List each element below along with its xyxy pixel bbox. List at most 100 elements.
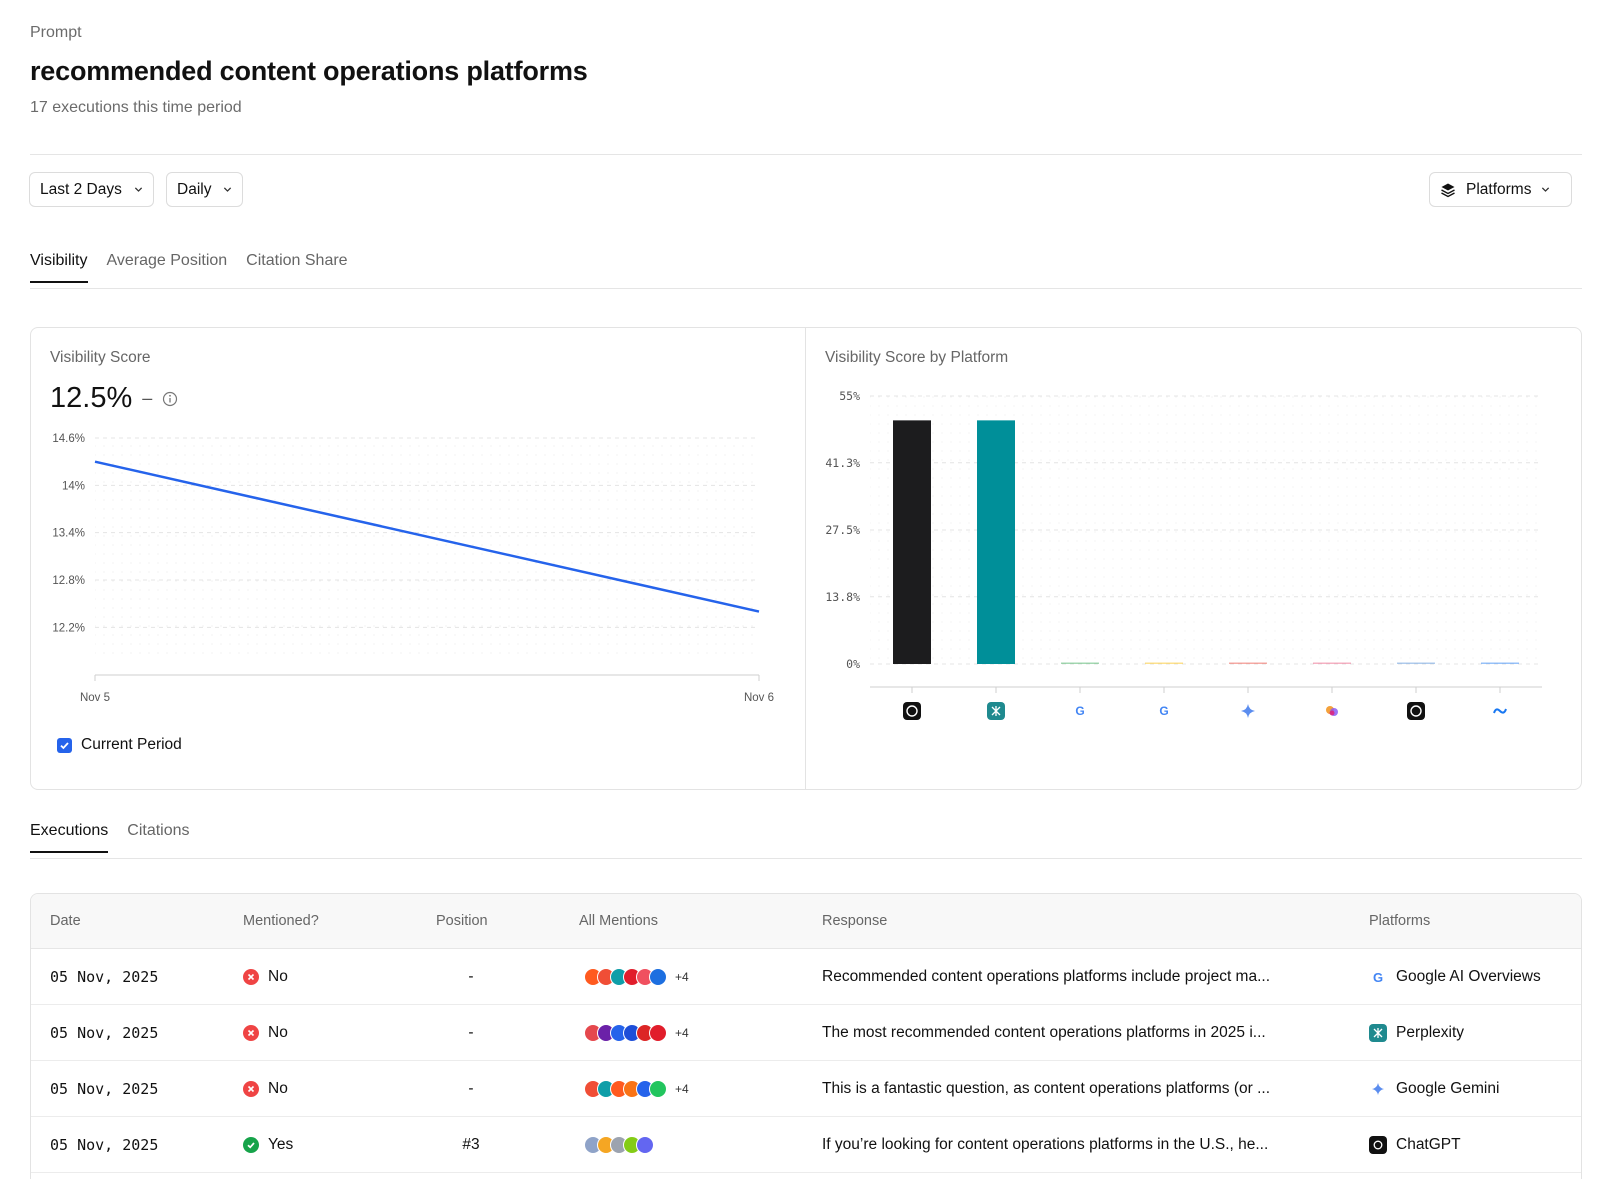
metric-tabs: Visibility Average Position Citation Sha…: [30, 252, 348, 283]
legend-label: Current Period: [81, 736, 182, 753]
y-tick-label: 55%: [839, 389, 860, 403]
table-row[interactable]: 05 Nov, 2025 Yes #3 If you’re looking fo…: [31, 1117, 1581, 1173]
row-mentioned: No: [243, 1005, 288, 1061]
row-platform: ChatGPT: [1369, 1117, 1461, 1173]
row-mentioned: Yes: [243, 1117, 293, 1173]
series-line: [94, 460, 760, 613]
brand-avatar: [649, 1080, 667, 1098]
table-body: 05 Nov, 2025 No - +4 Recommended content…: [31, 949, 1581, 1173]
column-date[interactable]: Date: [50, 913, 81, 929]
brand-avatar: [649, 1024, 667, 1042]
row-position: -: [468, 1080, 474, 1097]
row-all-mentions[interactable]: +4: [584, 1005, 689, 1061]
row-date: 05 Nov, 2025: [50, 1024, 159, 1042]
brand-avatar: [636, 1136, 654, 1154]
table-row[interactable]: 05 Nov, 2025 No - +4 This is a fantastic…: [31, 1061, 1581, 1117]
row-response[interactable]: The most recommended content operations …: [822, 1024, 1266, 1041]
row-mentioned: No: [243, 1061, 288, 1117]
y-tick-label: 27.5%: [825, 523, 860, 537]
perplexity-icon: [1369, 1024, 1387, 1042]
x-tick-label: Nov 6: [744, 692, 774, 704]
visibility-score-panel: Visibility Score 12.5% – 14.6% 14% 13.4% 12…: [31, 328, 806, 789]
info-icon[interactable]: [162, 391, 178, 407]
bar-chatgpt: [893, 420, 931, 664]
mentions-more-count: +4: [675, 1082, 689, 1096]
table-row[interactable]: 05 Nov, 2025 No - +4 The most recommende…: [31, 1005, 1581, 1061]
score-change: –: [142, 388, 153, 408]
column-all-mentions[interactable]: All Mentions: [579, 913, 658, 929]
header-divider: [30, 154, 1582, 155]
row-platform-label: ChatGPT: [1396, 1136, 1461, 1153]
tab-citations[interactable]: Citations: [127, 822, 190, 839]
row-response[interactable]: If you’re looking for content operations…: [822, 1136, 1269, 1153]
mention-avatars: [584, 1136, 654, 1154]
platform-bar-chart: 55% 41.3% 27.5% 13.8% 0% G G: [825, 389, 1542, 720]
y-tick-label: 12.2%: [52, 622, 85, 634]
gemini-icon: [1369, 1080, 1387, 1098]
bar-google-ai-overviews: [1061, 662, 1099, 664]
mentions-more-count: +4: [675, 970, 689, 984]
bar-microsoft-copilot: [1313, 662, 1351, 664]
y-tick-label: 0%: [846, 657, 860, 671]
brand-avatar: [649, 968, 667, 986]
row-all-mentions[interactable]: [584, 1117, 662, 1173]
visibility-score-title: Visibility Score: [50, 349, 151, 366]
column-position[interactable]: Position: [436, 913, 488, 929]
charts-card: Visibility Score 12.5% – 14.6% 14% 13.4% 12…: [30, 327, 1582, 790]
visibility-score-value: 12.5% –: [50, 382, 178, 415]
row-all-mentions[interactable]: +4: [584, 1061, 689, 1117]
bottom-tabs-divider: [30, 858, 1582, 859]
bar-meta-ai: [1481, 662, 1519, 664]
x-circle-icon: [243, 969, 259, 985]
bar-google-gemini: [1229, 662, 1267, 664]
page-header: Prompt recommended content operations pl…: [30, 24, 588, 117]
checkbox-checked-icon: [57, 737, 72, 753]
chart-background: [95, 438, 759, 661]
tab-executions[interactable]: Executions: [30, 822, 109, 853]
row-response[interactable]: Recommended content operations platforms…: [822, 968, 1271, 985]
visibility-line-chart: 14.6% 14% 13.4% 12.8% 12.2% Nov 5 Nov 6: [52, 433, 774, 704]
row-mentioned-label: No: [268, 968, 288, 985]
y-tick-label: 13.8%: [825, 590, 860, 604]
row-position: -: [468, 1024, 474, 1041]
column-platforms[interactable]: Platforms: [1369, 913, 1431, 929]
bar-perplexity: [977, 420, 1015, 664]
bar-grok: [1397, 662, 1435, 664]
y-tick-label: 12.8%: [52, 575, 85, 587]
chevron-down-icon: [1542, 187, 1550, 192]
y-tick-label: 41.3%: [825, 456, 860, 470]
x-circle-icon: [243, 1081, 259, 1097]
chatgpt-icon: [903, 702, 921, 720]
svg-text:G: G: [1159, 704, 1168, 718]
row-date: 05 Nov, 2025: [50, 968, 159, 986]
interval-select[interactable]: Daily: [166, 172, 244, 207]
table-row[interactable]: 05 Nov, 2025 No - +4 Recommended content…: [31, 949, 1581, 1005]
row-mentioned-label: Yes: [268, 1136, 294, 1153]
mention-avatars: [584, 1080, 667, 1098]
platform-score-panel: Visibility Score by Platform 55% 41.3% 27.…: [806, 328, 1581, 789]
mention-avatars: [584, 1024, 667, 1042]
row-date: 05 Nov, 2025: [50, 1080, 159, 1098]
copilot-icon: [1326, 706, 1338, 716]
x-tick-label: Nov 5: [80, 692, 110, 704]
tab-visibility[interactable]: Visibility: [30, 252, 88, 283]
layers-icon: [1441, 183, 1455, 197]
tab-citation-share[interactable]: Citation Share: [246, 252, 348, 269]
y-tick-label: 14.6%: [52, 433, 85, 445]
row-all-mentions[interactable]: +4: [584, 949, 689, 1005]
date-range-select[interactable]: Last 2 Days: [29, 172, 154, 207]
mention-avatars: [584, 968, 667, 986]
date-range-label: Last 2 Days: [40, 180, 122, 198]
gemini-icon: [1241, 704, 1255, 718]
legend-current-period[interactable]: Current Period: [57, 736, 182, 754]
row-response[interactable]: This is a fantastic question, as content…: [822, 1080, 1270, 1097]
google-icon: G: [1071, 702, 1089, 720]
column-mentioned[interactable]: Mentioned?: [243, 913, 319, 929]
check-circle-icon: [243, 1137, 259, 1153]
svg-text:G: G: [1075, 704, 1084, 718]
row-platform: G Google AI Overviews: [1369, 949, 1541, 1005]
platforms-select[interactable]: Platforms: [1429, 172, 1572, 207]
row-mentioned-label: No: [268, 1080, 288, 1097]
column-response[interactable]: Response: [822, 913, 888, 929]
tab-average-position[interactable]: Average Position: [106, 252, 228, 269]
